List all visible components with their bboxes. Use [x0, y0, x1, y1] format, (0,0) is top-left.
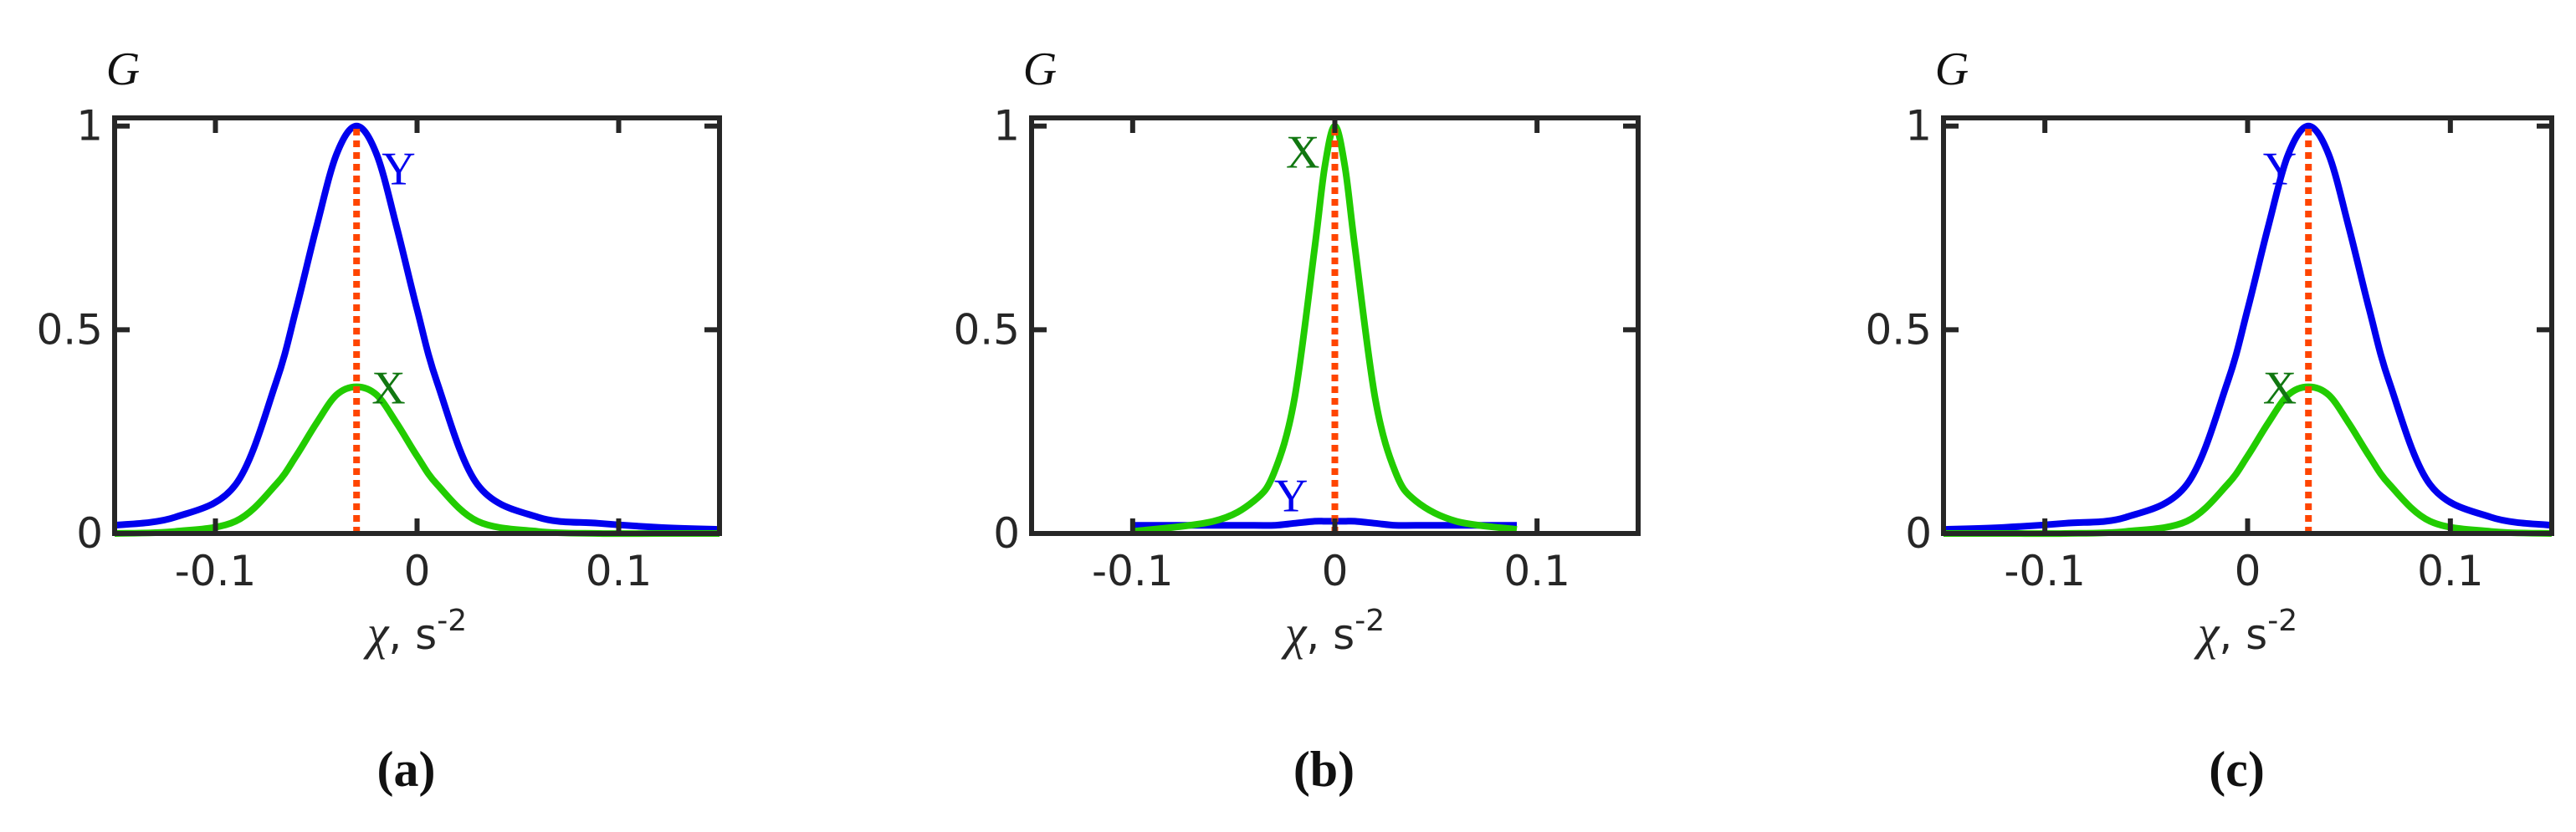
y-tick-label: 0.5	[1865, 305, 1932, 354]
axes-frame	[1941, 115, 2554, 536]
x-tick-label: -0.1	[2004, 547, 2086, 595]
series-label: X	[1286, 127, 1319, 179]
x-tick-label: 0	[404, 547, 431, 595]
series-line	[1132, 122, 1518, 535]
y-axis-label: G	[1935, 43, 1969, 95]
x-axis-label: χ, s-2	[2194, 604, 2297, 660]
x-label-text: , s	[1306, 610, 1355, 659]
y-tick-label: 0.5	[36, 305, 103, 354]
x-label-sup: -2	[437, 604, 467, 638]
x-label-sup: -2	[1355, 604, 1385, 638]
x-label-symbol: χ	[363, 605, 390, 660]
axes-frame	[1029, 115, 1641, 536]
axes-frame	[112, 115, 722, 536]
y-tick-label: 0	[1905, 509, 1932, 558]
y-tick-label: 1	[76, 102, 103, 151]
x-tick-label: 0.1	[586, 547, 653, 595]
series-label: X	[371, 363, 405, 415]
x-tick-label: 0	[2235, 547, 2261, 595]
x-label-text: , s	[2219, 610, 2267, 659]
x-label-symbol: χ	[1281, 605, 1308, 660]
series-label: Y	[1274, 470, 1308, 522]
series-line	[1943, 383, 2553, 538]
x-label-text: , s	[388, 610, 437, 659]
panel: Y X 0 0.5 1 -0.1 0 0.1 Gχ, s-2 (a)	[36, 43, 722, 797]
series-line	[114, 122, 720, 533]
x-label-sup: -2	[2267, 604, 2297, 638]
panel-label: (b)	[1293, 742, 1355, 797]
x-tick-label: -0.1	[175, 547, 257, 595]
x-tick-label: -0.1	[1092, 547, 1174, 595]
x-tick-label: 0	[1322, 547, 1349, 595]
series-label: X	[2263, 363, 2297, 415]
y-tick-label: 1	[1905, 102, 1932, 151]
y-axis-label: G	[106, 43, 140, 95]
x-label-symbol: χ	[2194, 605, 2220, 660]
y-tick-label: 1	[993, 102, 1020, 151]
y-tick-label: 0	[993, 509, 1020, 558]
y-tick-label: 0.5	[953, 305, 1020, 354]
panel: Y X 0 0.5 1 -0.1 0 0.1 Gχ, s-2 (c)	[1865, 43, 2554, 797]
series-line	[1943, 122, 2553, 533]
panel-label: (a)	[377, 742, 436, 797]
panel: Y X 0 0.5 1 -0.1 0 0.1 Gχ, s-2 (b)	[953, 43, 1641, 797]
x-tick-label: 0.1	[2417, 547, 2484, 595]
series-label: Y	[382, 144, 415, 196]
x-axis-label: χ, s-2	[1281, 604, 1385, 660]
x-axis-label: χ, s-2	[363, 604, 467, 660]
y-tick-label: 0	[76, 509, 103, 558]
series-label: Y	[2263, 144, 2297, 196]
y-axis-label: G	[1023, 43, 1057, 95]
x-tick-label: 0.1	[1503, 547, 1570, 595]
panel-label: (c)	[2209, 742, 2265, 797]
series-line	[114, 383, 720, 538]
